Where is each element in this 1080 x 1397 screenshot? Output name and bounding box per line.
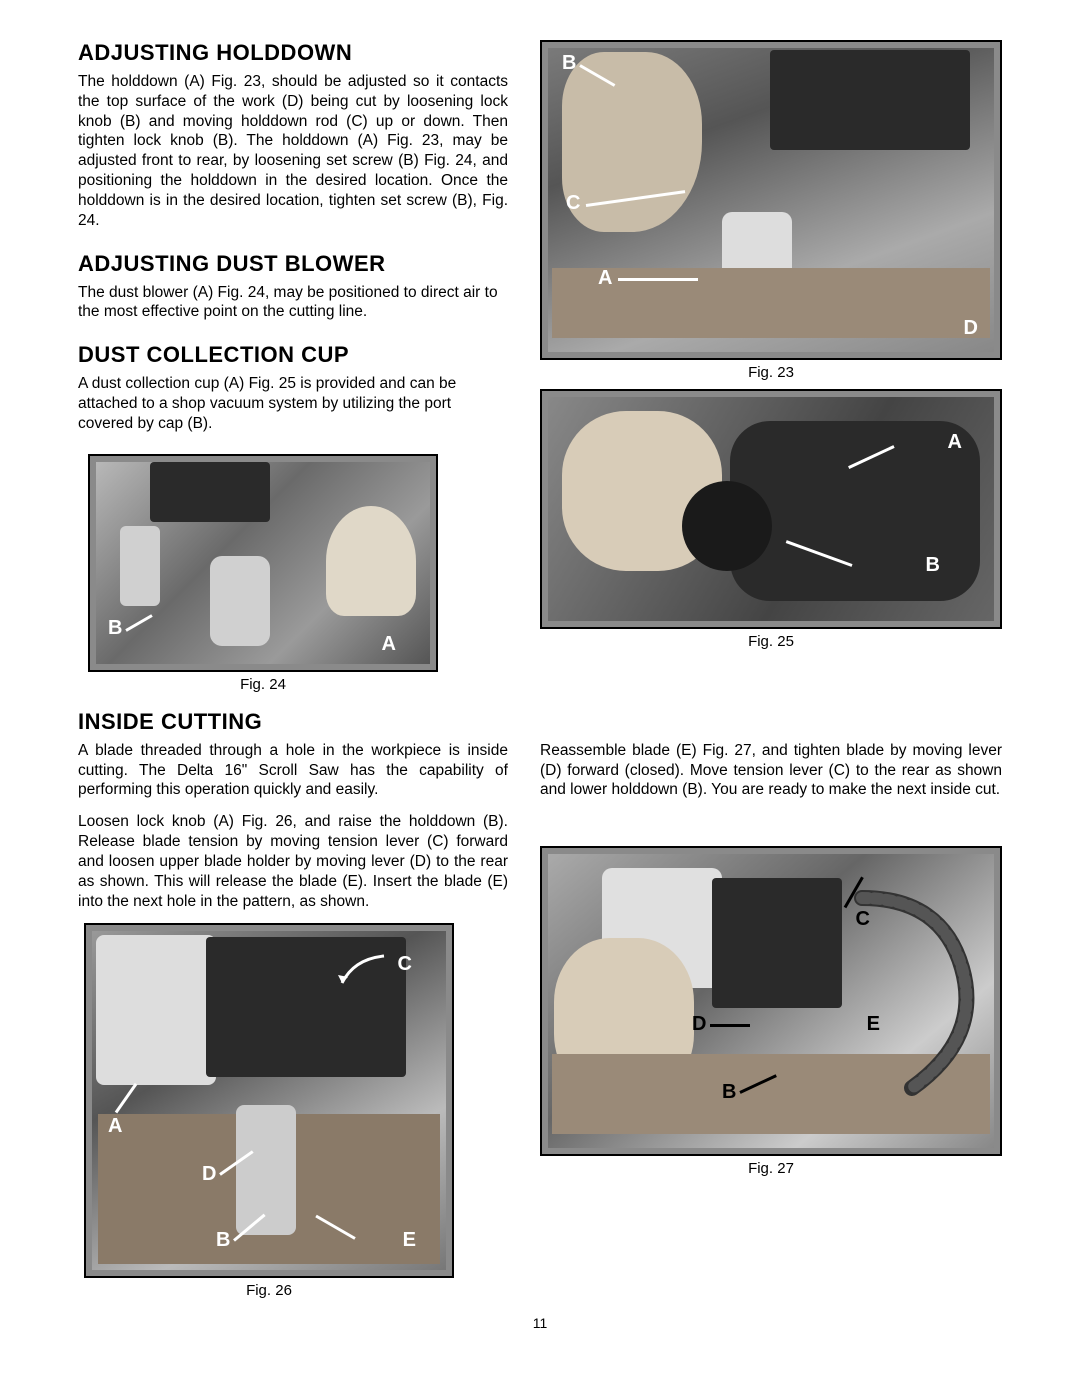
figure-26-wrap: C A D B E Fig. 26 bbox=[84, 923, 454, 1299]
figure-27-wrap: C D E B Fig. 27 bbox=[540, 846, 1002, 1177]
section-dustblower: ADJUSTING DUST BLOWER The dust blower (A… bbox=[78, 251, 508, 323]
fig23-label-B: B bbox=[562, 52, 576, 75]
fig26-label-C: C bbox=[398, 953, 412, 976]
heading-dustblower: ADJUSTING DUST BLOWER bbox=[78, 251, 508, 277]
fig24-label-B: B bbox=[108, 617, 122, 640]
inside-p2: Loosen lock knob (A) Fig. 26, and raise … bbox=[78, 812, 508, 911]
upper-left-column: ADJUSTING HOLDDOWN The holddown (A) Fig.… bbox=[78, 40, 508, 701]
fig27-label-B: B bbox=[722, 1081, 736, 1104]
heading-inside: INSIDE CUTTING bbox=[78, 709, 1002, 735]
lower-columns: A blade threaded through a hole in the w… bbox=[78, 741, 1002, 1308]
fig23-label-D: D bbox=[964, 317, 978, 340]
fig27-label-D: D bbox=[692, 1013, 706, 1036]
body-dustblower: The dust blower (A) Fig. 24, may be posi… bbox=[78, 283, 508, 323]
figure-23: B C A D bbox=[540, 40, 1002, 360]
figure-25: A B bbox=[540, 389, 1002, 629]
upper-columns: ADJUSTING HOLDDOWN The holddown (A) Fig.… bbox=[78, 40, 1002, 701]
inside-p3: Reassemble blade (E) Fig. 27, and tighte… bbox=[540, 741, 1002, 800]
figure-24-caption: Fig. 24 bbox=[88, 676, 438, 693]
heading-holddown: ADJUSTING HOLDDOWN bbox=[78, 40, 508, 66]
fig27-label-C: C bbox=[856, 908, 870, 931]
body-dustcup: A dust collection cup (A) Fig. 25 is pro… bbox=[78, 374, 508, 433]
figure-26: C A D B E bbox=[84, 923, 454, 1278]
figure-24-wrap: B A Fig. 24 bbox=[88, 454, 438, 693]
fig25-label-B: B bbox=[926, 554, 940, 577]
figure-26-caption: Fig. 26 bbox=[84, 1282, 454, 1299]
fig26-label-B: B bbox=[216, 1229, 230, 1252]
fig23-label-A: A bbox=[598, 267, 612, 290]
manual-page: ADJUSTING HOLDDOWN The holddown (A) Fig.… bbox=[78, 40, 1002, 1331]
lower-left-column: A blade threaded through a hole in the w… bbox=[78, 741, 508, 1308]
fig25-label-A: A bbox=[948, 431, 962, 454]
fig27-label-E: E bbox=[867, 1013, 880, 1036]
fig23-label-C: C bbox=[566, 192, 580, 215]
heading-dustcup: DUST COLLECTION CUP bbox=[78, 342, 508, 368]
upper-right-column: B C A D Fig. 23 A bbox=[540, 40, 1002, 701]
figure-27-caption: Fig. 27 bbox=[540, 1160, 1002, 1177]
figure-25-caption: Fig. 25 bbox=[540, 633, 1002, 650]
fig24-label-A: A bbox=[382, 633, 396, 656]
page-number: 11 bbox=[78, 1315, 1002, 1331]
figure-25-wrap: A B Fig. 25 bbox=[540, 389, 1002, 650]
inside-p1: A blade threaded through a hole in the w… bbox=[78, 741, 508, 800]
fig26-label-E: E bbox=[403, 1229, 416, 1252]
fig26-label-D: D bbox=[202, 1163, 216, 1186]
lower-right-column: Reassemble blade (E) Fig. 27, and tighte… bbox=[540, 741, 1002, 1308]
figure-27: C D E B bbox=[540, 846, 1002, 1156]
figure-23-caption: Fig. 23 bbox=[540, 364, 1002, 381]
section-holddown: ADJUSTING HOLDDOWN The holddown (A) Fig.… bbox=[78, 40, 508, 231]
fig26-label-A: A bbox=[108, 1115, 122, 1138]
body-holddown: The holddown (A) Fig. 23, should be adju… bbox=[78, 72, 508, 231]
figure-23-wrap: B C A D Fig. 23 bbox=[540, 40, 1002, 381]
figure-24: B A bbox=[88, 454, 438, 672]
section-dustcup: DUST COLLECTION CUP A dust collection cu… bbox=[78, 342, 508, 433]
